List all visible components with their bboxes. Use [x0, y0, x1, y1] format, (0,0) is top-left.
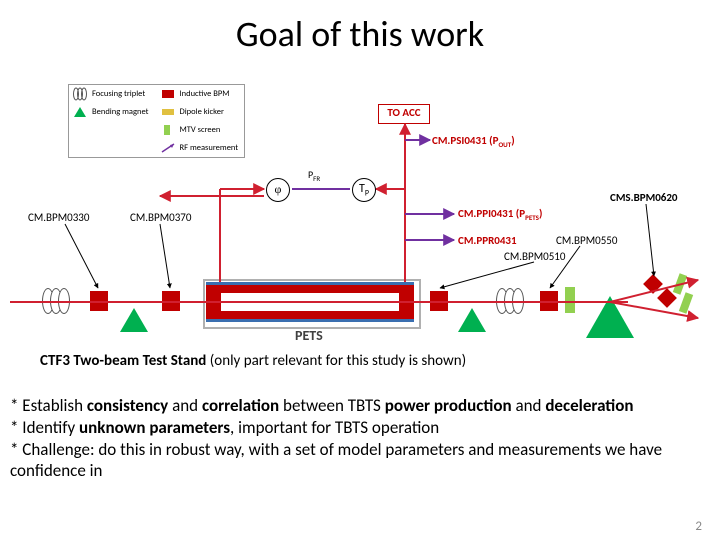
label-cm-bpm0550: CM.BPM0550: [556, 234, 617, 247]
bpm-icon: [430, 291, 448, 311]
diagram: Focusing triplet Inductive BPM Bending m…: [10, 84, 710, 364]
diagram-caption: CTF3 Two-beam Test Stand (only part rele…: [40, 352, 466, 370]
bpm-icon: [162, 291, 180, 311]
quad-icon: [496, 288, 524, 314]
bullet-3: * Challenge: do this in robust way, with…: [10, 439, 700, 483]
label-cm-bpm0510: CM.BPM0510: [504, 250, 565, 263]
bending-magnet-icon: [586, 296, 634, 338]
bullet-list: * Establish consistency and correlation …: [10, 395, 700, 482]
label-cm-bpm0370: CM.BPM0370: [130, 211, 191, 224]
tp-node: TP: [352, 178, 376, 202]
legend-inductive-bpm: Inductive BPM: [180, 90, 230, 99]
caption-rest: (only part relevant for this study is sh…: [206, 352, 466, 370]
legend-rf-measurement: RF measurement: [180, 144, 239, 153]
tp-sub: P: [365, 188, 369, 198]
page-number: 2: [695, 519, 702, 534]
legend-focusing-triplet: Focusing triplet: [92, 90, 145, 99]
bending-magnet-icon: [120, 308, 148, 332]
to-acc-label: TO ACC: [378, 104, 430, 124]
label-cm-ppr0431: CM.PPR0431: [458, 234, 517, 247]
bpm-icon: [540, 291, 558, 311]
caption-bold: CTF3 Two-beam Test Stand: [40, 352, 206, 370]
legend-dipole-kicker: Dipole kicker: [180, 108, 224, 117]
phi-node: φ: [266, 178, 290, 202]
mtv-screen-icon: [679, 292, 693, 314]
pets-box: [206, 282, 414, 322]
legend: Focusing triplet Inductive BPM Bending m…: [68, 84, 245, 158]
pfr-label: PFR: [308, 168, 320, 183]
bending-magnet-icon: [458, 308, 486, 332]
mtv-screen-icon: [565, 287, 575, 313]
bullet-2: * Identify unknown parameters, important…: [10, 417, 700, 439]
bpm-icon: [90, 291, 108, 311]
bullet-1: * Establish consistency and correlation …: [10, 395, 700, 417]
slide-title: Goal of this work: [0, 12, 720, 56]
label-cm-ppi0431: CM.PPI0431 (PPETS): [458, 207, 542, 222]
label-cms-bpm0620: CMS.BPM0620: [610, 191, 678, 204]
legend-mtv-screen: MTV screen: [180, 126, 221, 135]
quad-icon: [42, 288, 70, 314]
bpm-icon: [643, 274, 663, 294]
legend-bending-magnet: Bending magnet: [92, 108, 148, 117]
label-cm-bpm0330: CM.BPM0330: [28, 211, 89, 224]
label-cm-psi0431: CM.PSI0431 (POUT): [432, 134, 515, 149]
pets-label: PETS: [295, 327, 323, 344]
